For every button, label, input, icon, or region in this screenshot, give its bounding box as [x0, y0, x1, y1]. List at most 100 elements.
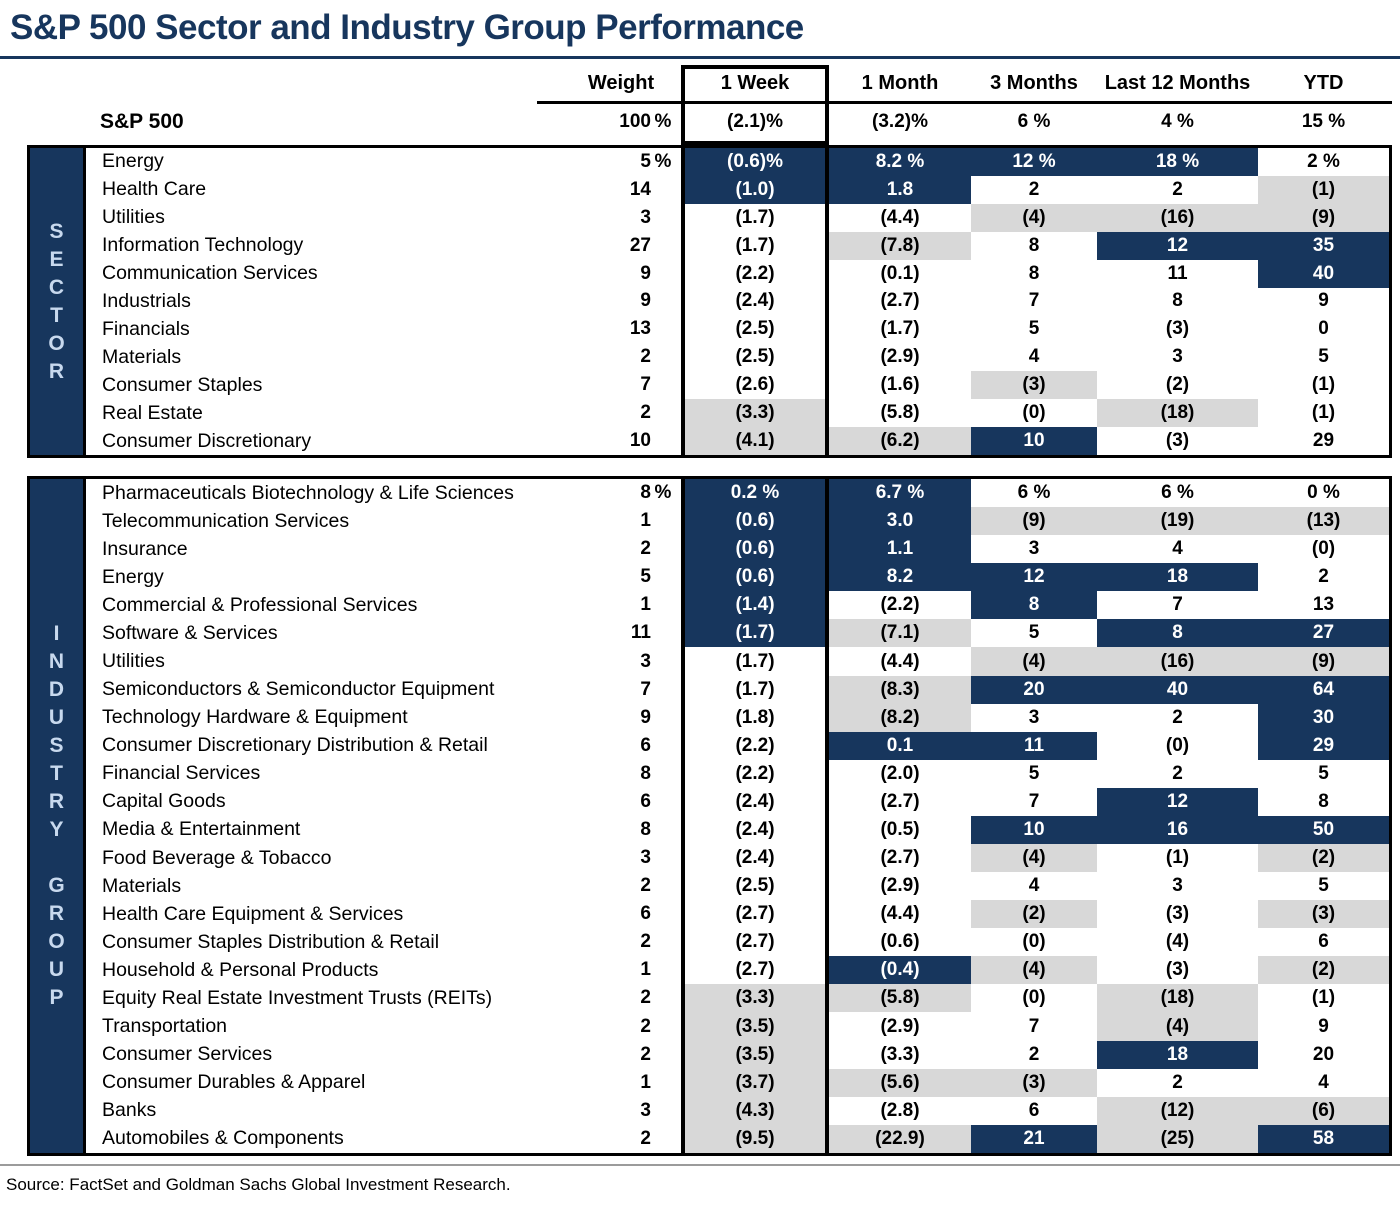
weight-value: 6	[640, 734, 651, 756]
weight-value: 1	[640, 959, 651, 981]
row-label: Consumer Services	[102, 1043, 273, 1066]
cell-1-week: (2.2)	[681, 259, 829, 288]
table-row: Banks 3 (4.3) (2.8) 6 (12) (6)	[86, 1096, 1389, 1125]
weight-value: 6	[640, 903, 651, 925]
band-letter: U	[48, 706, 65, 729]
cell-1-week: (3.5)	[681, 1040, 829, 1069]
cell-weight: 8	[561, 760, 681, 788]
cell-ytd: (1)	[1311, 374, 1336, 396]
cell-3-months: (0)	[1022, 931, 1046, 953]
table-row: Consumer Staples Distribution & Retail 2 (…	[86, 928, 1389, 957]
weight-value: 2	[640, 987, 651, 1009]
cell-weight: 1	[561, 956, 681, 984]
cell-weight: 10	[561, 427, 681, 455]
cell-last-12-months: 11	[1167, 262, 1188, 284]
cell-1-month: (2.8)	[880, 1099, 920, 1121]
row-label: Materials	[102, 874, 182, 897]
table-row: Automobiles & Components 2 (9.5) (22.9) 21 (2…	[86, 1124, 1389, 1153]
cell-3-months: 3	[1028, 538, 1040, 560]
cell-weight: 5%	[561, 148, 681, 176]
column-header-1-month: 1 Month	[861, 71, 939, 94]
cell-last-12-months: (18)	[1097, 984, 1258, 1013]
table-row: Health Care Equipment & Services 6 (2.7) (4…	[86, 900, 1389, 929]
row-label: Energy	[102, 150, 164, 173]
weight-value: 8	[640, 818, 651, 840]
cell-3-months: 2	[1028, 178, 1040, 200]
sp500-last-12-months: 4 %	[1161, 111, 1194, 132]
band-divider	[83, 148, 86, 455]
row-label: Financial Services	[102, 762, 261, 785]
table-header-section: Weight 1 Week 1 Month 3 Months Last 12 M…	[27, 65, 1392, 145]
table-row: Software & Services 11 (1.7) (7.1) 5 8 27	[86, 619, 1389, 648]
cell-last-12-months: (12)	[1097, 1096, 1258, 1125]
row-label: Utilities	[102, 206, 165, 229]
column-header-1-week: 1 Week	[720, 71, 790, 94]
cell-3-months: 10	[971, 427, 1097, 455]
cell-last-12-months: 2	[1172, 178, 1183, 200]
cell-ytd: 8	[1318, 790, 1329, 812]
cell-ytd: 9	[1318, 1015, 1329, 1037]
table-row: Financials 13 (2.5) (1.7) 5 (3) 0	[86, 315, 1389, 344]
cell-ytd: 13	[1312, 594, 1335, 616]
table-row: Materials 2 (2.5) (2.9) 4 3 5	[86, 343, 1389, 372]
table-row: Equity Real Estate Investment Trusts (RE…	[86, 984, 1389, 1013]
row-label: Industrials	[102, 289, 191, 312]
row-label: Media & Entertainment	[102, 818, 301, 841]
band-letter: E	[49, 247, 64, 271]
cell-3-months: 4	[1028, 875, 1040, 897]
cell-weight: 13	[561, 315, 681, 343]
cell-1-week: (3.3)	[681, 984, 829, 1013]
cell-1-month: (7.8)	[829, 231, 971, 260]
table-row: Commercial & Professional Services 1 (1.4)…	[86, 591, 1389, 620]
table-row: Technology Hardware & Equipment 9 (1.8) (8.…	[86, 703, 1389, 732]
cell-1-month: (2.9)	[880, 875, 920, 897]
percent-sign: %	[654, 150, 672, 172]
row-label: Capital Goods	[102, 790, 226, 813]
cell-1-month: 8.2	[829, 563, 971, 592]
row-label: Semiconductors & Semiconductor Equipment	[102, 678, 495, 701]
band-letter: G	[48, 874, 65, 897]
cell-weight: 6	[561, 788, 681, 816]
row-label: Software & Services	[102, 621, 278, 644]
cell-last-12-months: 12	[1097, 787, 1258, 816]
band-letter: U	[48, 958, 65, 981]
cell-last-12-months: 12	[1097, 231, 1258, 260]
cell-3-months: 7	[1028, 1015, 1040, 1037]
cell-ytd: 30	[1258, 703, 1389, 732]
cell-1-month: 0.1	[829, 731, 971, 760]
cell-ytd: (1)	[1311, 402, 1336, 424]
cell-3-months: 5	[1028, 622, 1040, 644]
cell-1-month: (2.7)	[880, 790, 920, 812]
band-letter: I	[53, 622, 60, 645]
cell-ytd: 6	[1318, 931, 1329, 953]
cell-weight: 1	[561, 507, 681, 535]
cell-weight: 2	[561, 535, 681, 563]
cell-weight: 9	[561, 288, 681, 316]
table-row: Household & Personal Products 1 (2.7) (0.4)…	[86, 956, 1389, 985]
cell-ytd: (2)	[1258, 844, 1389, 873]
percent-sign: %	[654, 111, 672, 132]
cell-weight: 5	[561, 563, 681, 591]
cell-1-month: (2.9)	[880, 1015, 920, 1037]
cell-last-12-months: (3)	[1165, 318, 1190, 340]
table-row: Insurance 2 (0.6) 1.1 3 4 (0)	[86, 535, 1389, 564]
header-underline	[537, 101, 1392, 104]
weight-value: 3	[640, 847, 651, 869]
cell-3-months: (0)	[1022, 402, 1046, 424]
cell-ytd: (1)	[1258, 175, 1389, 204]
cell-last-12-months: 18 %	[1097, 148, 1258, 176]
cell-3-months: 8	[1028, 262, 1040, 284]
cell-1-month: (0.5)	[880, 818, 920, 840]
cell-weight: 1	[561, 591, 681, 619]
cell-weight: 2	[561, 343, 681, 371]
cell-1-week: (4.1)	[681, 427, 829, 455]
band-letter: S	[49, 734, 64, 757]
cell-3-months: 7	[1028, 290, 1040, 312]
row-label: Technology Hardware & Equipment	[102, 706, 408, 729]
weight-value: 9	[640, 262, 651, 284]
cell-1-week: (4.3)	[681, 1096, 829, 1125]
band-letter: T	[50, 762, 63, 785]
cell-ytd: (13)	[1258, 507, 1389, 536]
